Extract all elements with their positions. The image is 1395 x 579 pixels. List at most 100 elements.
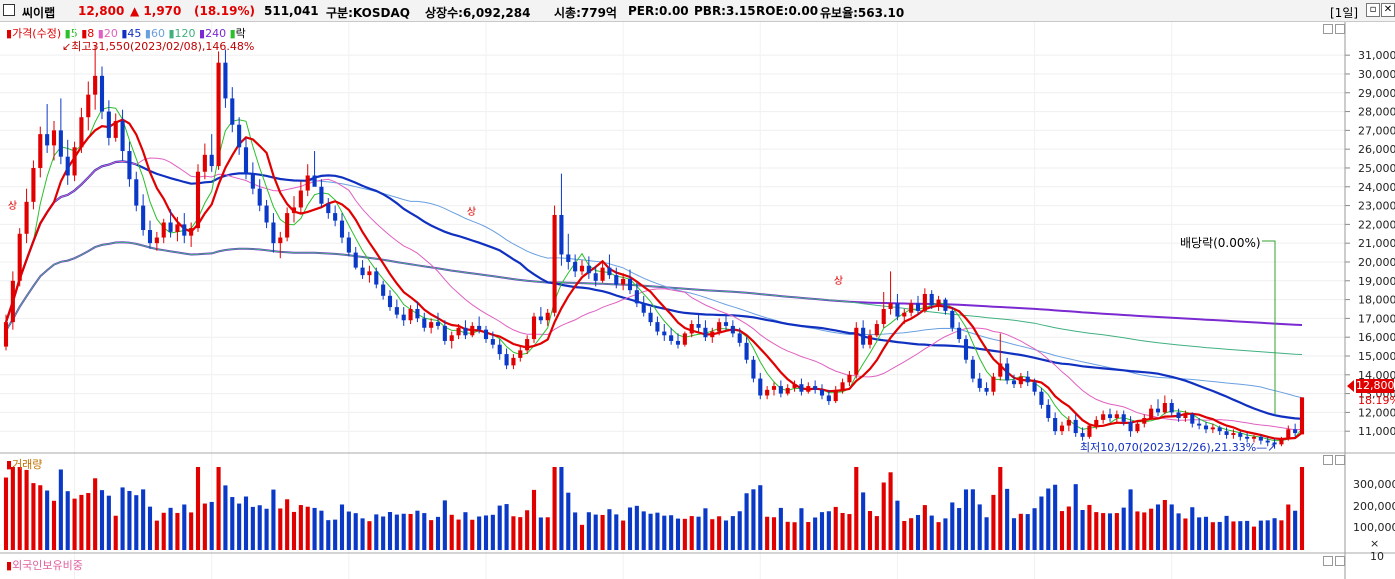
volume-title[interactable]: 거래량: [12, 458, 43, 471]
restore-icon[interactable]: ▫: [1366, 3, 1380, 17]
dividend-text: 배당락(0.00%): [1180, 236, 1261, 250]
stock-name: 씨이랩: [22, 6, 56, 20]
candle-body: [525, 339, 530, 351]
volume-bar: [943, 518, 948, 550]
legend-ma60[interactable]: 60: [150, 27, 165, 40]
candle-body: [1176, 412, 1181, 419]
foreign-title[interactable]: 외국인보유비중: [12, 559, 83, 572]
volume-bar: [559, 467, 564, 550]
candle-body: [1107, 414, 1113, 419]
foreign-panel-maximize-icon[interactable]: [1323, 556, 1333, 566]
period-selector[interactable]: [1일]: [1330, 6, 1359, 20]
candle-body: [346, 237, 351, 253]
price-chart[interactable]: 31,000 30,000 29,000 28,000 27,000 26,000 25,0…: [0, 22, 1395, 579]
volume-bar: [1059, 511, 1065, 550]
volume-bar: [566, 492, 571, 550]
volume-bar: [1272, 518, 1277, 550]
candle-body: [970, 359, 975, 379]
candle-body: [1080, 433, 1085, 437]
candle-body: [1279, 438, 1284, 445]
volume-bar: [1210, 522, 1215, 550]
candle-body: [922, 293, 927, 311]
candle-body: [408, 308, 413, 321]
legend-ma120[interactable]: 120: [174, 27, 196, 40]
volume-bar: [799, 508, 804, 550]
legend-ma45[interactable]: 45: [127, 27, 142, 40]
volume-bar: [1005, 488, 1010, 550]
candle-body: [134, 179, 139, 206]
limit-up-marker-2: 상: [464, 206, 475, 216]
price-axis-label: 21,000: [1358, 237, 1395, 250]
candle-body: [305, 175, 310, 191]
candle-body: [1231, 433, 1236, 435]
volume-bar: [1190, 507, 1195, 550]
candle-body: [1087, 425, 1092, 437]
volume-bar: [518, 517, 523, 550]
candle-body: [1197, 423, 1202, 426]
legend-ma20[interactable]: 20: [103, 27, 118, 40]
candle-body: [902, 312, 907, 317]
dividend-marker-line: [1262, 240, 1276, 414]
candle-body: [1053, 418, 1058, 432]
candle-body: [339, 220, 345, 238]
legend-ma240[interactable]: 240: [205, 27, 227, 40]
legend-price[interactable]: 가격(수정): [12, 27, 62, 40]
volume-bar: [813, 517, 818, 550]
candle-body: [696, 324, 701, 328]
candle-body: [1286, 429, 1291, 439]
low-text: 최저10,070(2023/12/26),21.33%: [1080, 441, 1257, 454]
candle-body: [189, 228, 194, 236]
volume-bar: [415, 510, 420, 550]
candle-body: [1183, 414, 1188, 419]
volume-bar: [806, 522, 811, 550]
volume-bar: [1169, 504, 1174, 550]
volume-bar: [10, 467, 15, 550]
candle-body: [730, 325, 735, 334]
candle-body: [621, 278, 626, 285]
candle-body: [600, 267, 605, 281]
volume-bar: [31, 483, 36, 550]
select-checkbox[interactable]: [3, 4, 15, 16]
candle-body: [3, 322, 9, 347]
candle-body: [1094, 419, 1099, 426]
volume-bar: [1011, 518, 1017, 550]
volume-bar: [984, 517, 989, 550]
price-axis-label: 15,000: [1358, 350, 1395, 363]
candle-body: [1039, 391, 1044, 405]
volume-bar: [45, 490, 50, 550]
candle-body: [470, 325, 475, 336]
high-annotation: ↙최고31,550(2023/02/08),146.48%: [62, 40, 255, 53]
volume-unit: × 10: [1370, 537, 1384, 563]
candle-body: [785, 387, 790, 394]
volume-bar: [394, 514, 399, 550]
price-axis-label: 29,000: [1358, 87, 1395, 100]
volume-bar: [134, 495, 139, 550]
panel-maximize-icon[interactable]: [1323, 24, 1333, 34]
volume-bar: [154, 520, 159, 550]
candle-body: [141, 205, 146, 231]
volume-bar: [1279, 520, 1284, 550]
volume-bar: [497, 505, 502, 550]
candle-body: [1299, 397, 1305, 435]
candle-body: [758, 378, 763, 396]
volume-panel-maximize-icon[interactable]: [1323, 455, 1333, 465]
volume-bar: [216, 467, 221, 550]
close-icon[interactable]: ✕: [1381, 3, 1395, 17]
volume-bar: [909, 518, 914, 550]
volume-bar: [511, 516, 516, 550]
candle-body: [1073, 419, 1078, 434]
volume-bar: [1224, 515, 1229, 550]
legend-down[interactable]: 락: [235, 27, 246, 40]
volume-panel-close-icon[interactable]: [1335, 455, 1345, 465]
legend-ma8[interactable]: 8: [87, 27, 95, 40]
volume-bar: [271, 489, 276, 550]
candle-body: [285, 213, 290, 238]
volume-bar: [38, 485, 43, 550]
price-legend: ▮가격(수정) ▮5 ▮8 ▮20 ▮45 ▮60 ▮120 ▮240 ▮락: [6, 27, 246, 40]
candle-body: [223, 62, 228, 99]
candle-body: [1155, 408, 1161, 413]
foreign-panel-close-icon[interactable]: [1335, 556, 1345, 566]
candle-body: [154, 237, 159, 244]
volume-bar: [127, 490, 132, 550]
candle-body: [765, 389, 770, 396]
